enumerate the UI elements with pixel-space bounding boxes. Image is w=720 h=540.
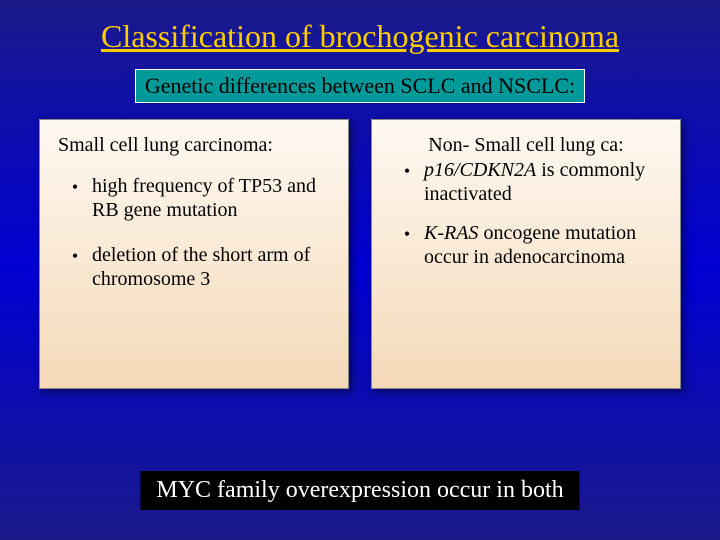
left-panel: Small cell lung carcinoma: • high freque… (39, 119, 349, 389)
right-bullet-2-text: K-RAS oncogene mutation occur in adenoca… (424, 222, 662, 269)
left-bullet-1-text: high frequency of TP53 and RB gene mutat… (92, 175, 330, 222)
right-bullet-1-italic: p16/CDKN2A (424, 159, 536, 181)
slide-title: Classification of brochogenic carcinoma (0, 0, 720, 65)
columns-container: Small cell lung carcinoma: • high freque… (0, 119, 720, 389)
footer-box: MYC family overexpression occur in both (140, 471, 579, 510)
right-panel: Non- Small cell lung ca: • p16/CDKN2A is… (371, 119, 681, 389)
left-bullet-2: • deletion of the short arm of chromosom… (58, 244, 330, 291)
right-bullet-1-text: p16/CDKN2A is commonly inactivated (424, 159, 662, 206)
bullet-icon: • (390, 159, 424, 183)
right-panel-heading: Non- Small cell lung ca: (390, 134, 662, 157)
left-bullet-2-text: deletion of the short arm of chromosome … (92, 244, 330, 291)
right-bullet-2-italic: K-RAS (424, 222, 478, 244)
subtitle-box: Genetic differences between SCLC and NSC… (135, 69, 585, 103)
right-bullet-1: • p16/CDKN2A is commonly inactivated (390, 159, 662, 206)
bullet-icon: • (390, 222, 424, 246)
left-panel-heading: Small cell lung carcinoma: (58, 134, 330, 157)
bullet-icon: • (58, 175, 92, 199)
left-bullet-1: • high frequency of TP53 and RB gene mut… (58, 175, 330, 222)
right-bullet-2: • K-RAS oncogene mutation occur in adeno… (390, 222, 662, 269)
bullet-icon: • (58, 244, 92, 268)
